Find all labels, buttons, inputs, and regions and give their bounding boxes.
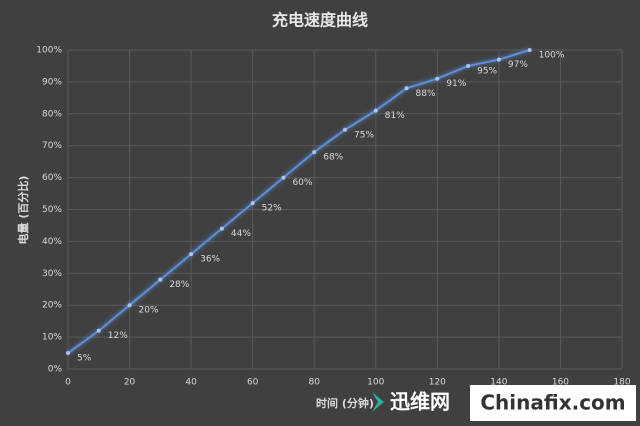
data-label: 81% — [385, 111, 405, 121]
data-point — [343, 127, 347, 132]
data-label: 100% — [539, 51, 565, 61]
data-point — [189, 252, 194, 257]
data-point — [527, 48, 532, 52]
data-point — [96, 328, 101, 333]
data-point — [466, 63, 471, 68]
y-tick-label: 90% — [42, 77, 62, 87]
data-label: 36% — [200, 255, 220, 265]
y-tick-label: 30% — [42, 269, 62, 279]
y-tick-label: 80% — [42, 109, 62, 119]
data-label: 44% — [231, 229, 251, 239]
data-label: 68% — [323, 153, 343, 163]
y-axis-label: 电量 (百分比) — [16, 176, 30, 245]
x-tick-label: 60 — [247, 378, 259, 388]
data-point — [250, 201, 255, 206]
y-tick-label: 50% — [42, 205, 62, 215]
y-tick-label: 60% — [42, 173, 62, 183]
x-tick-label: 100 — [367, 378, 384, 388]
x-tick-label: 40 — [185, 378, 197, 388]
data-label: 95% — [477, 66, 497, 76]
data-point — [158, 277, 163, 282]
x-tick-label: 0 — [65, 378, 71, 388]
data-point — [496, 57, 501, 62]
watermark-box — [470, 385, 636, 421]
data-label: 28% — [169, 280, 189, 290]
data-label: 60% — [292, 178, 312, 188]
watermark: 迅维网 Chinafix.com — [372, 385, 636, 421]
y-tick-label: 10% — [42, 333, 62, 343]
plot-area: 0% 10% 20% 30% 40% 50% 60% 70% 80% 90% 100% 0 20 40 60… — [36, 46, 631, 388]
watermark-site: 迅维网 — [390, 390, 450, 414]
data-point — [373, 108, 378, 113]
watermark-domain: Chinafix.com — [480, 391, 625, 415]
data-label: 75% — [354, 130, 374, 140]
data-label: 88% — [416, 89, 436, 99]
line — [67, 49, 530, 354]
data-point — [127, 303, 132, 308]
chart-title: 充电速度曲线 — [272, 11, 368, 30]
data-label: 20% — [139, 306, 159, 316]
x-tick-label: 180 — [613, 378, 630, 388]
data-label: 97% — [508, 60, 528, 70]
data-label: 91% — [446, 79, 466, 89]
data-point — [66, 351, 70, 356]
data-point — [281, 175, 286, 180]
x-tick-label: 120 — [429, 378, 446, 388]
data-point — [219, 226, 224, 231]
y-tick-label: 40% — [42, 237, 62, 247]
x-tick-label: 20 — [124, 378, 136, 388]
x-tick-label: 160 — [552, 378, 569, 388]
y-tick-label: 70% — [42, 141, 62, 151]
data-label: 52% — [262, 204, 282, 214]
y-tick-label: 100% — [36, 46, 62, 56]
data-label: 5% — [77, 354, 92, 364]
data-point — [435, 76, 440, 81]
x-axis-label: 时间 (分钟) — [316, 396, 374, 410]
watermark-logo — [372, 392, 384, 412]
y-tick-label: 20% — [42, 301, 62, 311]
data-point — [312, 150, 317, 155]
y-tick-label: 0% — [48, 365, 63, 375]
data-point — [404, 86, 409, 91]
x-tick-label: 140 — [490, 378, 507, 388]
x-tick-label: 80 — [308, 378, 320, 388]
data-label: 12% — [108, 331, 128, 341]
